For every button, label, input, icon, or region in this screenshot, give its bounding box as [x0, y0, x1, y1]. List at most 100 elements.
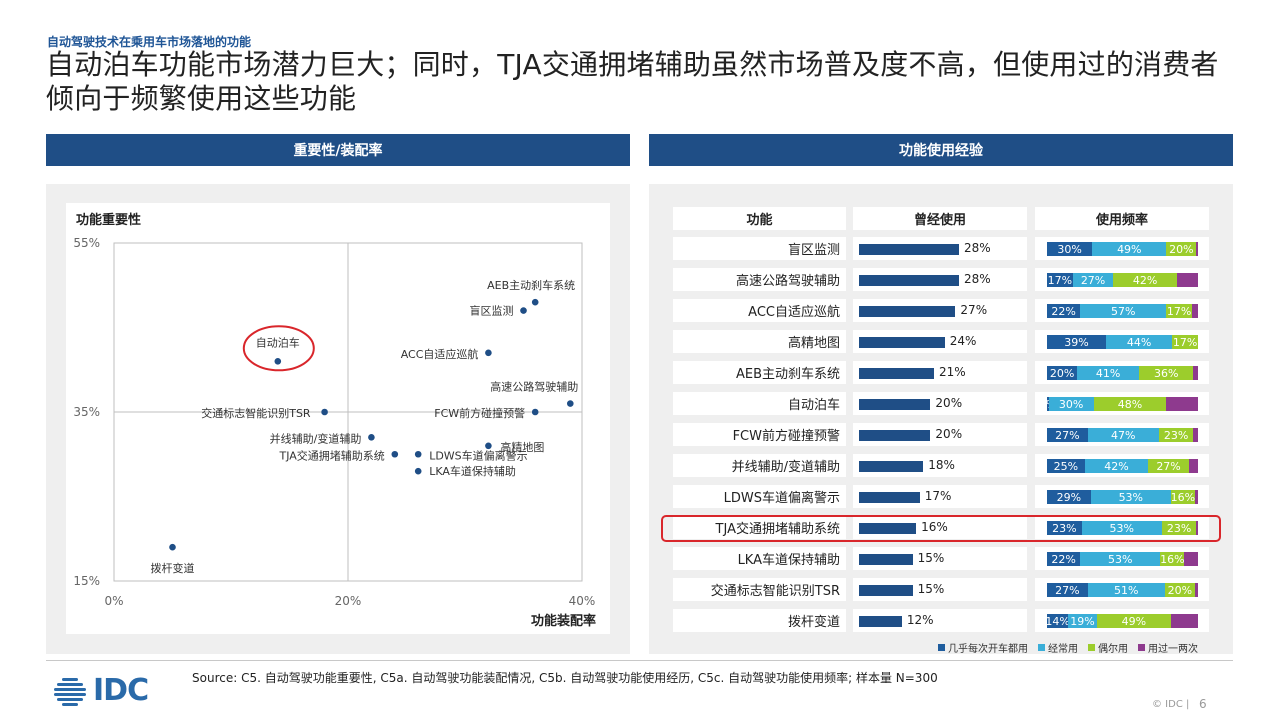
- used-bar-cell: 15%: [853, 578, 1027, 601]
- used-bar-cell: 12%: [853, 609, 1027, 632]
- frequency-cell: 27% 51% 20%: [1035, 578, 1209, 601]
- used-bar-label: 28%: [964, 241, 991, 255]
- used-bar-label: 24%: [949, 334, 977, 348]
- used-bar: [859, 461, 924, 472]
- frequency-cell: 22% 53% 16%: [1035, 547, 1209, 570]
- section-subtitle: 自动驾驶技术在乘用车市场落地的功能: [47, 35, 252, 49]
- frequency-stacked-bar: 29% 53% 16%: [1047, 490, 1198, 504]
- scatter-point-7: [368, 434, 375, 441]
- column-header-frequency: 使用频率: [1035, 207, 1209, 230]
- used-bar-cell: 27%: [853, 299, 1027, 322]
- frequency-segment-2: 16%: [1170, 490, 1195, 504]
- scatter-point-9: [414, 450, 422, 458]
- scatter-point-label-8: 高精地图: [500, 440, 544, 454]
- scatter-chart-card: 功能重要性 功能装配率 15% 35% 55% 0% 20% 40% AEB主动刹车系统 盲区监测…: [66, 203, 610, 634]
- legend-item: 用过一两次: [1138, 640, 1198, 655]
- legend-label: 经常用: [1048, 644, 1078, 655]
- function-name-cell: 拨杆变道: [673, 609, 846, 632]
- frequency-segment-1: 42%: [1084, 459, 1149, 473]
- frequency-segment-1: 53%: [1080, 552, 1161, 566]
- y-axis-title: 功能重要性: [76, 212, 141, 228]
- legend-label: 用过一两次: [1148, 644, 1198, 655]
- idc-logo: IDC: [53, 673, 149, 708]
- frequency-cell: 25% 42% 27%: [1035, 454, 1209, 477]
- frequency-segment-2: 27%: [1148, 459, 1189, 473]
- used-bar-label: 20%: [935, 396, 963, 410]
- frequency-stacked-bar: 22% 57% 17%: [1047, 304, 1198, 318]
- usage-row: TJA交通拥堵辅助系统 16% 23% 53% 23%: [0, 516, 1280, 539]
- frequency-segment-1: 49%: [1092, 242, 1167, 256]
- usage-row: 交通标志智能识别TSR 15% 27% 51% 20%: [0, 578, 1280, 601]
- used-bar-label: 15%: [917, 551, 945, 565]
- frequency-segment-0: 27%: [1047, 583, 1088, 597]
- idc-logo-text: IDC: [93, 673, 149, 708]
- scatter-point-label-11: LKA车道保持辅助: [429, 464, 516, 478]
- y-tick-label: 15%: [73, 574, 100, 588]
- used-bar-cell: 17%: [853, 485, 1027, 508]
- scatter-point-label-4: 高速公路驾驶辅助: [490, 380, 578, 394]
- scatter-point-4: [567, 400, 574, 407]
- used-bar: [859, 585, 913, 596]
- scatter-point-8: [485, 442, 492, 450]
- idc-globe-icon: [54, 678, 86, 706]
- frequency-segment-0: 22%: [1047, 552, 1081, 566]
- frequency-stacked-bar: 27% 51% 20%: [1047, 583, 1198, 597]
- usage-row: 自动泊车 20% 1%30%48%: [0, 392, 1280, 415]
- frequency-segment-2: 16%: [1160, 552, 1185, 566]
- scatter-point-2: [485, 349, 492, 357]
- scatter-point-label-3: 自动泊车: [256, 335, 300, 349]
- frequency-stacked-bar: 20% 41% 36%: [1047, 366, 1198, 380]
- usage-row: 高精地图 24% 39% 44% 17%: [0, 330, 1280, 353]
- frequency-segment-0: 30%: [1047, 242, 1093, 256]
- page-number: 6: [1199, 697, 1207, 711]
- y-tick-label: 55%: [73, 236, 100, 250]
- frequency-stacked-bar: 1%30%48%: [1047, 397, 1198, 411]
- footer-divider: [46, 660, 1233, 661]
- usage-row: FCW前方碰撞预警 20% 27% 47% 23%: [0, 423, 1280, 446]
- x-tick-label: 40%: [569, 594, 596, 608]
- frequency-segment-1: 44%: [1105, 335, 1173, 349]
- used-bar: [859, 616, 902, 627]
- frequency-stacked-bar: 23% 53% 23%: [1047, 521, 1198, 535]
- frequency-stacked-bar: 17% 27% 42%: [1047, 273, 1198, 287]
- copyright: © IDC |: [1152, 699, 1190, 710]
- frequency-cell: 30% 49% 20%: [1035, 237, 1209, 260]
- legend-label: 偶尔用: [1098, 644, 1128, 655]
- scatter-point-label-7: 并线辅助/变道辅助: [270, 431, 362, 445]
- used-bar: [859, 244, 959, 255]
- scatter-point-3: [274, 358, 282, 365]
- y-tick-label: 35%: [73, 405, 100, 419]
- used-bar-label: 20%: [935, 427, 963, 441]
- x-tick-label: 0%: [104, 594, 123, 608]
- legend-swatch: [1138, 644, 1145, 651]
- frequency-cell: 22% 57% 17%: [1035, 299, 1209, 322]
- column-header-used: 曾经使用: [853, 207, 1027, 230]
- usage-row: ACC自适应巡航 27% 22% 57% 17%: [0, 299, 1280, 322]
- frequency-cell: 23% 53% 23%: [1035, 516, 1209, 539]
- usage-row: LKA车道保持辅助 15% 22% 53% 16%: [0, 547, 1280, 570]
- scatter-point-1: [520, 307, 527, 314]
- frequency-segment-2: 17%: [1166, 304, 1192, 318]
- frequency-segment-3: [1184, 552, 1198, 566]
- function-name-cell: 高速公路驾驶辅助: [673, 268, 846, 291]
- scatter-point-0: [531, 298, 539, 306]
- scatter-point-label-12: 拨杆变道: [151, 561, 195, 575]
- used-bar-cell: 24%: [853, 330, 1027, 353]
- frequency-segment-3: [1194, 583, 1198, 597]
- frequency-segment-1: 53%: [1081, 521, 1162, 535]
- frequency-segment-3: [1176, 273, 1198, 287]
- frequency-stacked-bar: 27% 47% 23%: [1047, 428, 1198, 442]
- used-bar-cell: 28%: [853, 237, 1027, 260]
- used-bar-label: 27%: [960, 303, 988, 317]
- frequency-segment-3: [1188, 459, 1198, 473]
- function-name-cell: LKA车道保持辅助: [673, 547, 846, 570]
- frequency-segment-3: [1193, 366, 1198, 380]
- scatter-point-11: [414, 467, 422, 475]
- usage-panel: [649, 184, 1233, 654]
- frequency-segment-0: 20%: [1047, 366, 1078, 380]
- x-axis-title: 功能装配率: [531, 613, 596, 629]
- legend-item: 几乎每次开车都用: [938, 640, 1028, 655]
- used-bar-label: 15%: [917, 582, 945, 596]
- used-bar: [859, 337, 945, 348]
- legend-swatch: [1038, 644, 1045, 651]
